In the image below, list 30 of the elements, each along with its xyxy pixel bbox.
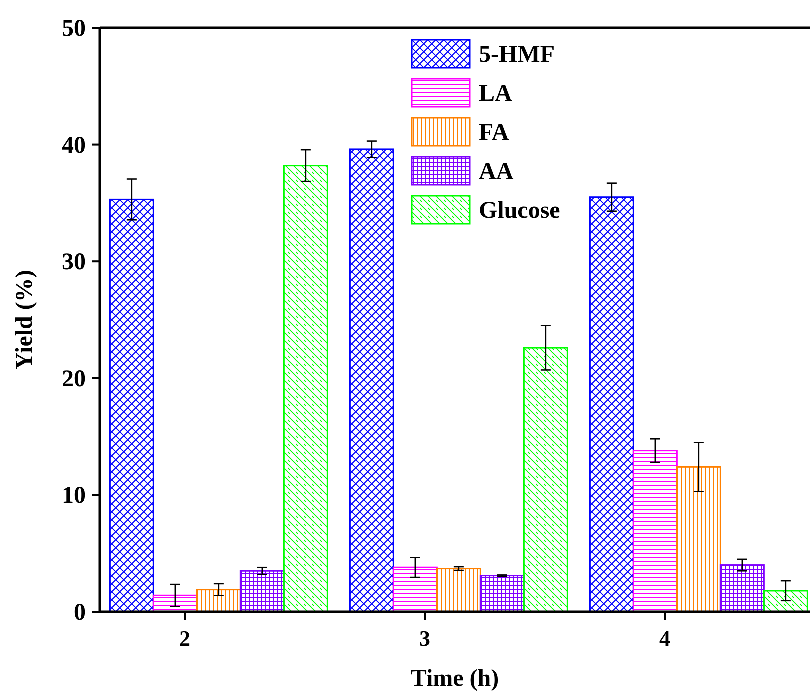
y-tick-label: 20 [62,366,86,392]
legend-label: LA [479,81,514,107]
bar [480,575,525,613]
y-tick-label: 50 [62,16,86,42]
bar [632,450,678,613]
y-axis-title: Yield (%) [12,270,38,370]
bar [589,196,634,613]
y-tick-label: 10 [62,483,86,510]
bar [763,590,808,613]
y-tick-label: 40 [62,132,86,159]
bar [720,564,765,613]
bar [523,347,568,613]
bar [676,466,722,613]
bar [240,570,285,613]
bar [283,165,328,613]
bar [109,198,154,613]
bar [349,148,394,613]
bar [436,568,482,613]
legend-label: FA [479,120,510,146]
legend-label: AA [479,159,514,185]
bar [392,566,438,613]
x-tick-label: 3 [420,626,430,651]
x-tick-label: 4 [660,626,670,651]
bar [196,589,242,613]
x-tick-label: 2 [180,626,190,651]
y-tick-label: 0 [74,600,86,626]
x-axis-title: Time (h) [410,666,500,692]
y-tick-label: 30 [62,250,86,276]
legend-label: Glucose [479,198,561,224]
legend-label: 5-HMF [479,42,555,68]
